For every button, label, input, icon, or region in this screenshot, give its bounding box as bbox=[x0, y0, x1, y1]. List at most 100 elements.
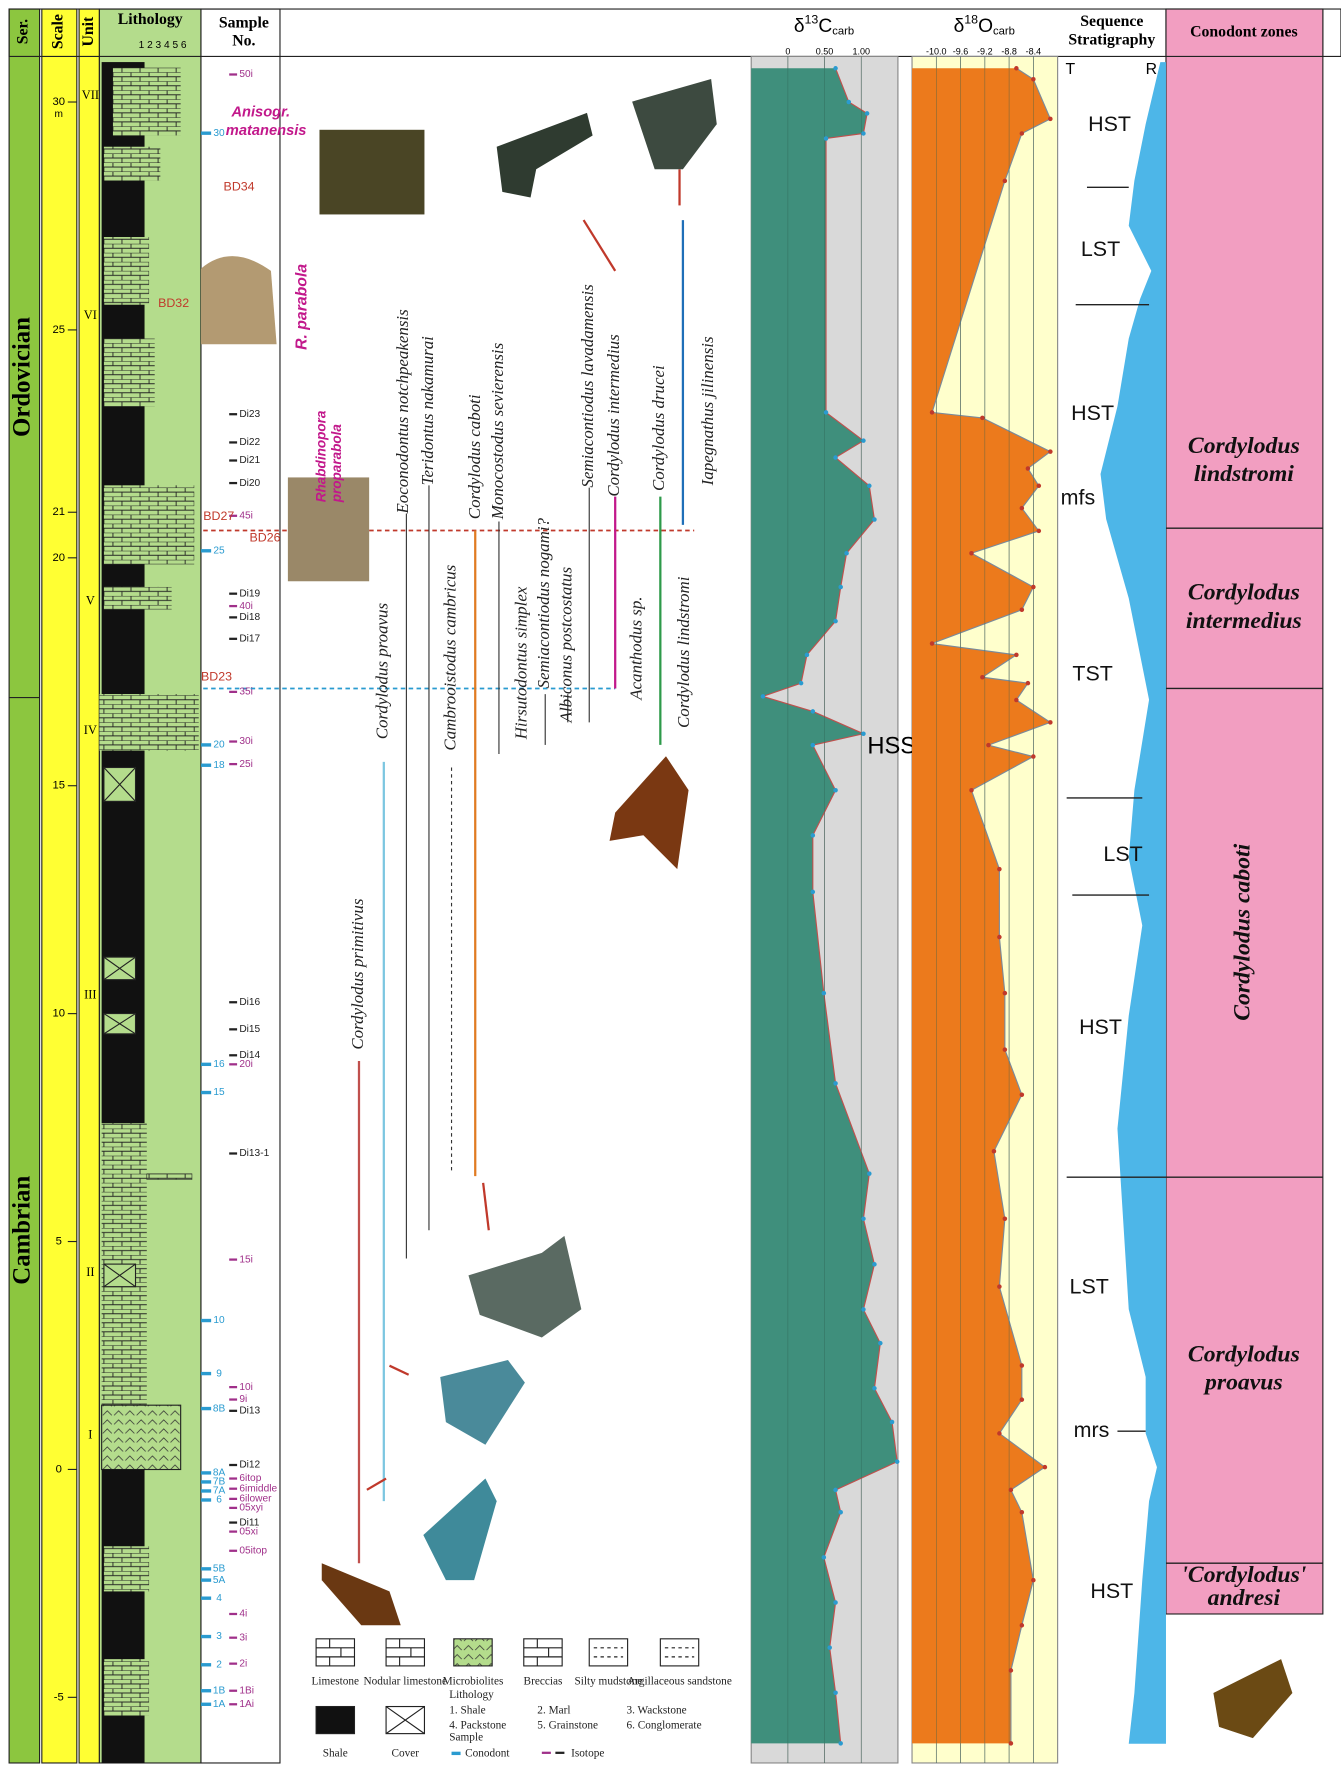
x-tick-label: -9.2 bbox=[977, 46, 993, 56]
data-point bbox=[833, 1487, 838, 1493]
taxon-name: Albiconus postcostatus bbox=[557, 566, 576, 723]
legend-swatch bbox=[588, 1638, 629, 1667]
sequence-label: HST bbox=[1079, 1015, 1122, 1039]
legend-label: Microbiolites bbox=[443, 1675, 504, 1687]
isotope-sample-label: 50i bbox=[239, 69, 253, 80]
isotope-sample-label: 45i bbox=[239, 510, 253, 521]
legend-label: Nodular limestone bbox=[363, 1675, 447, 1687]
sequence-label: mrs bbox=[1074, 1418, 1110, 1442]
isotope-sample-label: 4i bbox=[239, 1609, 247, 1620]
data-point bbox=[1019, 1623, 1025, 1628]
x-tick-label: 1.00 bbox=[852, 46, 870, 56]
sequence-end: R bbox=[1146, 61, 1157, 78]
conodont-sample bbox=[200, 743, 212, 747]
data-point bbox=[827, 1645, 832, 1650]
data-point bbox=[1014, 652, 1019, 658]
curve-line bbox=[931, 67, 1052, 1744]
zone-name: andresi bbox=[1208, 1585, 1281, 1611]
legend-swatch-bricks bbox=[316, 1638, 355, 1666]
curve-area bbox=[912, 68, 1051, 1744]
data-point bbox=[1031, 76, 1036, 82]
unit-label: I bbox=[88, 1428, 92, 1442]
isotope-sample bbox=[229, 1703, 238, 1706]
isotope-sample bbox=[229, 1689, 238, 1692]
legend-swatch-bricks bbox=[523, 1638, 563, 1666]
isotope-sample-label: Di13 bbox=[239, 1406, 260, 1417]
title-part: 18 bbox=[964, 13, 978, 27]
data-point bbox=[861, 1216, 866, 1221]
data-point bbox=[1025, 680, 1031, 686]
data-point bbox=[969, 551, 974, 556]
data-point bbox=[833, 618, 838, 624]
data-point bbox=[872, 1386, 877, 1391]
isotope-sample-label: Di16 bbox=[239, 997, 260, 1008]
legend-swatch bbox=[523, 1638, 563, 1667]
series-column bbox=[8, 8, 41, 1764]
taxon-name: Cordylodus intermedius bbox=[604, 334, 623, 497]
data-point bbox=[833, 455, 838, 460]
x-tick-label: -8.8 bbox=[1001, 46, 1017, 56]
conodont-sample bbox=[200, 1596, 212, 1600]
header: Stratigraphy bbox=[1068, 31, 1155, 48]
isotope-sample-label: 20i bbox=[239, 1059, 253, 1070]
fossil-photos bbox=[200, 79, 1293, 1739]
legend-swatch-dash bbox=[664, 1647, 695, 1658]
isotope-sample bbox=[229, 1385, 238, 1389]
taxon-name: Monocostodus sevierensis bbox=[488, 342, 507, 520]
isotope-sample bbox=[229, 762, 238, 766]
conodont-sample bbox=[200, 1689, 212, 1693]
data-point bbox=[991, 1149, 997, 1154]
data-point bbox=[1008, 1668, 1014, 1673]
data-point bbox=[810, 742, 816, 748]
conodont-sample-label: 10 bbox=[213, 1315, 225, 1326]
conodont-sample bbox=[200, 1498, 212, 1502]
isotope-sample bbox=[229, 1477, 238, 1480]
isotope-sample-label: Di20 bbox=[239, 478, 260, 489]
isotope-sample bbox=[229, 1662, 238, 1665]
conodont-sample bbox=[200, 131, 212, 135]
isotope-sample-label: Di17 bbox=[239, 634, 260, 645]
data-point bbox=[1031, 754, 1036, 759]
isotope-sample-label: 35i bbox=[239, 687, 253, 698]
isotope-sample-label: Di15 bbox=[239, 1024, 260, 1035]
conodont-sample bbox=[200, 1634, 212, 1639]
data-point bbox=[997, 866, 1002, 872]
sequence-label: mfs bbox=[1061, 486, 1096, 510]
x-tick-label: -10.0 bbox=[926, 46, 947, 56]
data-point bbox=[1014, 66, 1019, 71]
conodont-sample bbox=[200, 1578, 212, 1582]
annotation: HSS bbox=[867, 733, 916, 759]
legend-isotope bbox=[541, 1751, 551, 1754]
isotope-sample-label: 9i bbox=[239, 1394, 247, 1405]
unit-label: IV bbox=[84, 723, 97, 737]
isotope-sample bbox=[229, 1487, 238, 1490]
isotope-sample bbox=[229, 1001, 238, 1004]
data-point bbox=[1019, 131, 1025, 136]
isotope-sample bbox=[229, 481, 238, 485]
sequence-label: LST bbox=[1103, 842, 1142, 866]
sequence-label: LST bbox=[1070, 1274, 1109, 1298]
conodont-sample bbox=[200, 1480, 212, 1484]
zone-name: Cordylodus bbox=[1188, 1342, 1300, 1368]
data-point bbox=[1019, 1397, 1025, 1402]
data-point bbox=[1019, 505, 1025, 511]
isotope-sample-label: 05xi bbox=[239, 1526, 258, 1537]
header: Lithology bbox=[118, 11, 183, 28]
data-point bbox=[810, 833, 816, 838]
conodont-sample bbox=[200, 1489, 212, 1493]
legend-swatch bbox=[315, 1638, 356, 1667]
legend-title: Sample bbox=[449, 1732, 483, 1744]
conodont-sample bbox=[200, 763, 212, 767]
data-point bbox=[833, 1690, 838, 1696]
conodont-sample bbox=[200, 1062, 212, 1067]
legend-class: 6. Conglomerate bbox=[626, 1719, 701, 1731]
isotope-sample-label: Di11 bbox=[239, 1517, 259, 1528]
legend-swatch bbox=[315, 1705, 356, 1735]
isotope-sample-label: Di22 bbox=[239, 437, 260, 448]
data-point bbox=[833, 788, 838, 793]
data-point bbox=[798, 680, 804, 686]
conodont-sample-label: 1A bbox=[213, 1699, 226, 1710]
isotope-sample bbox=[229, 514, 238, 517]
conodont-sample bbox=[200, 1663, 212, 1667]
